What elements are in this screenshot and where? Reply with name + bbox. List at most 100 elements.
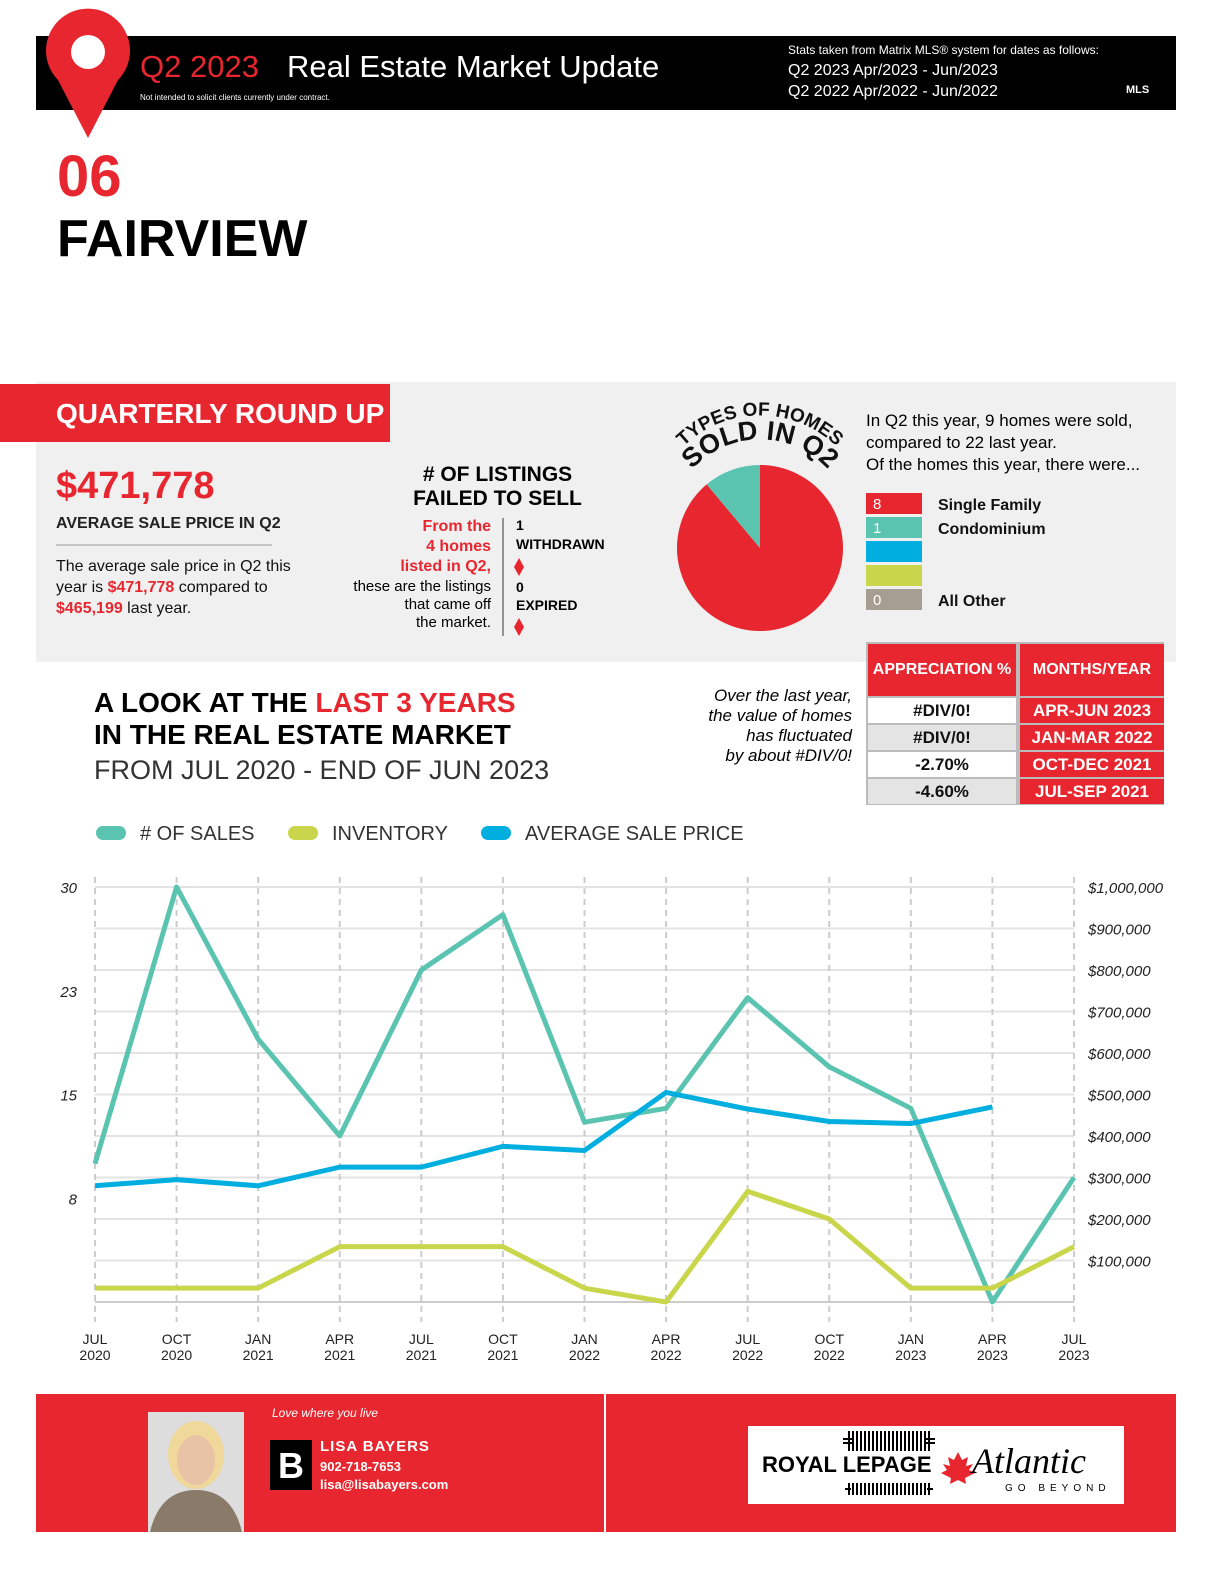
legend-value: 8	[873, 496, 881, 513]
y-tick-label: 8	[69, 1191, 78, 1208]
x-tick-label: JUL 2020	[79, 1331, 111, 1363]
mls-logo: MLS	[1126, 84, 1150, 96]
legend-label: All Other	[938, 593, 1006, 610]
legend-swatch	[866, 589, 922, 610]
x-tick-label: JUL 2023	[1058, 1331, 1090, 1363]
summary: compared to 22 last year.	[866, 433, 1057, 452]
table-value: #DIV/0!	[868, 725, 1016, 750]
summary: Of the homes this year, there were...	[866, 455, 1141, 474]
brand-box	[748, 1426, 1124, 1504]
series-line	[92, 884, 1077, 1305]
failed-intro: From the	[422, 518, 491, 535]
expired-label: EXPIRED	[516, 597, 578, 613]
comparison: The average sale price in Q2 this year i…	[56, 556, 296, 619]
failed-intro: listed in Q2,	[400, 558, 491, 575]
x-tick-label: JAN 2022	[568, 1331, 601, 1363]
legend-swatch	[481, 826, 511, 840]
stats-note: Stats taken from Matrix MLS® system for …	[788, 43, 1099, 57]
x-tick-label: JUL 2021	[405, 1331, 437, 1363]
failed-intro: that came off	[404, 596, 491, 613]
x-tick-label: JUL 2022	[732, 1331, 764, 1363]
legend-value: 1	[873, 520, 881, 537]
agent-phone: 902-718-7653	[320, 1459, 401, 1474]
table-period: JAN-MAR 2022	[1020, 725, 1164, 750]
x-tick-label: OCT 2022	[813, 1331, 845, 1363]
average-label: AVERAGE SALE PRICE IN Q2	[56, 515, 281, 532]
disclaimer: Not intended to solicit clients currentl…	[140, 93, 330, 102]
pie-slice	[706, 465, 760, 548]
diamond	[514, 558, 524, 576]
text: A LOOK AT THE	[94, 687, 316, 718]
table-header: MONTHS/YEAR	[1020, 644, 1164, 696]
area-name: FAIRVIEW	[57, 210, 308, 268]
y2-tick-label: $400,000	[1087, 1129, 1151, 1146]
x-tick-label: APR 2023	[976, 1331, 1008, 1363]
legend-swatch	[866, 541, 922, 562]
text: The average sale price in Q2 this year i…	[56, 558, 291, 596]
failed-intro: 4 homes	[426, 538, 491, 555]
y2-tick-label: $800,000	[1087, 963, 1151, 980]
brand-bars	[845, 1483, 933, 1495]
look-title: IN THE REAL ESTATE MARKET	[94, 719, 511, 750]
y2-tick-label: $600,000	[1087, 1046, 1151, 1063]
pie-slice	[676, 465, 843, 631]
withdrawn-count: 1	[516, 517, 524, 533]
y2-tick-label: $100,000	[1087, 1254, 1151, 1271]
failed-heading: # OF LISTINGS	[422, 463, 573, 486]
x-tick-label: OCT 2021	[487, 1331, 519, 1363]
y-tick-label: 30	[60, 880, 77, 897]
series-line	[95, 1188, 1076, 1305]
expired-count: 0	[516, 579, 524, 595]
stats-line: Q2 2022 Apr/2022 - Jun/2022	[788, 83, 998, 100]
failed-intro: the market.	[415, 614, 491, 631]
note: has fluctuated	[746, 726, 852, 745]
note: Over the last year,	[714, 686, 852, 705]
maple-leaf	[941, 1452, 975, 1484]
header-bar	[36, 36, 1176, 110]
agent-logo-mark: B	[278, 1445, 304, 1486]
legend-label: Single Family	[938, 497, 1041, 514]
y2-tick-label: $500,000	[1087, 1088, 1151, 1105]
x-tick-label: JAN 2021	[242, 1331, 274, 1363]
area-number: 06	[57, 144, 122, 209]
legend-label: Condominium	[938, 521, 1046, 538]
withdrawn-label: WITHDRAWN	[516, 536, 605, 552]
brand-atlantic: Atlantic	[972, 1441, 1086, 1481]
table-period: JUL-SEP 2021	[1020, 779, 1164, 804]
x-tick-label: APR 2021	[324, 1331, 356, 1363]
slogan: GO BEYOND	[1005, 1483, 1111, 1494]
legend-label: # OF SALES	[140, 823, 255, 845]
agent-logo	[270, 1440, 312, 1490]
average-price: $471,778	[56, 465, 215, 507]
failed-heading: FAILED TO SELL	[413, 487, 582, 510]
table-period: OCT-DEC 2021	[1020, 752, 1164, 777]
look-subtitle: FROM JUL 2020 - END OF JUN 2023	[94, 755, 550, 785]
legend-swatch	[288, 826, 318, 840]
brand-bars	[843, 1431, 935, 1451]
roundup-heading-box	[0, 384, 390, 442]
pin-hole	[71, 35, 105, 69]
note: the value of homes	[708, 706, 852, 725]
footer-left	[36, 1394, 604, 1532]
x-tick-label: OCT 2020	[161, 1331, 193, 1363]
text: compared to	[174, 579, 268, 596]
legend-swatch	[96, 826, 126, 840]
look-title: A LOOK AT THE LAST 3 YEARS	[94, 686, 516, 720]
text: $471,778	[107, 579, 175, 596]
table-value: -2.70%	[868, 752, 1016, 777]
y2-tick-label: $200,000	[1087, 1212, 1151, 1229]
note: by about #DIV/0!	[725, 746, 852, 765]
legend-label: INVENTORY	[332, 823, 448, 845]
table-value: #DIV/0!	[868, 698, 1016, 723]
x-tick-label: JAN 2023	[895, 1331, 927, 1363]
table-header: APPRECIATION %	[868, 644, 1016, 696]
text: $465,199	[56, 600, 123, 617]
x-tick-label: APR 2022	[650, 1331, 682, 1363]
legend-swatch	[866, 517, 922, 538]
legend-label: AVERAGE SALE PRICE	[525, 823, 744, 845]
brand: ROYAL LEPAGE	[762, 1452, 932, 1477]
legend-value: 0	[873, 592, 881, 609]
y2-tick-label: $1,000,000	[1087, 880, 1164, 897]
tagline: Love where you live	[272, 1406, 379, 1420]
